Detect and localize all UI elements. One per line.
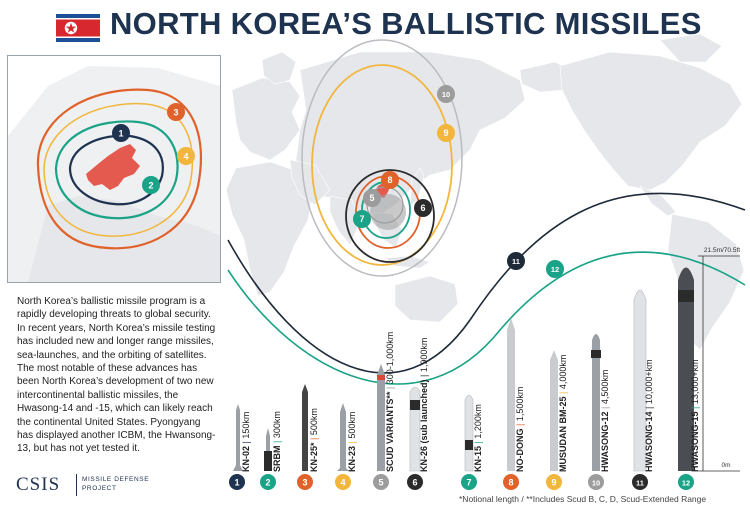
project-line-1: MISSILE DEFENSE <box>82 476 150 483</box>
svg-text:2: 2 <box>148 181 153 191</box>
missile-badges: 1 2 3 4 5 6 7 8 9 10 11 12 <box>229 474 694 490</box>
korea-inset-map: 1 2 3 4 <box>7 55 221 283</box>
north-korea-flag <box>56 14 100 42</box>
missile-label: KN-26 (sub launched) | 1,900km <box>419 338 429 472</box>
map-badge-label: 6 <box>420 203 425 213</box>
missile-label: KN-02 | 150km <box>241 412 251 472</box>
missile-label: KN-25* | 500km <box>309 408 319 472</box>
map-badge-label: 7 <box>359 214 364 224</box>
missile-badge-number: 10 <box>592 478 600 487</box>
map-badge-label: 9 <box>443 128 448 138</box>
map-badge-label: 11 <box>512 257 520 266</box>
missile-label: HWASONG-12 | 4,500km <box>600 370 610 472</box>
missile-badge-number: 5 <box>378 477 383 487</box>
missile-badge <box>588 474 604 490</box>
missile-label: MUSUDAN BM-25 | 4,000km <box>558 355 568 472</box>
north-korea-inset-shape <box>86 144 140 190</box>
missile-badge <box>503 474 519 490</box>
height-scale <box>698 255 740 472</box>
csis-project-name: MISSILE DEFENSE PROJECT <box>82 475 149 493</box>
missile-badge-number: 4 <box>340 477 345 487</box>
missile-label: NO-DONG | 1,500km <box>515 387 525 472</box>
missile-label: HWASONG-15 | 13,000+km <box>690 359 700 472</box>
hwasong-14-trajectory <box>227 192 746 374</box>
missile-badge <box>260 474 276 490</box>
svg-text:1: 1 <box>118 129 123 139</box>
map-badges: 10 9 8 5 6 7 11 12 <box>353 85 564 278</box>
missile-badge <box>678 474 694 490</box>
map-badge-label: 5 <box>369 193 374 203</box>
footnote: *Notional length / **Includes Scud B, C,… <box>459 494 707 504</box>
missile-labels: KN-02 | 150km SRBM | 300km KN-25* | 500km K… <box>241 332 700 472</box>
missile-badge <box>297 474 313 490</box>
svg-text:3: 3 <box>173 108 178 118</box>
missile-label: SRBM | 300km <box>272 411 282 472</box>
missile-badge <box>407 474 423 490</box>
missile-label: KN-23 | 500km <box>347 412 357 472</box>
logo-divider <box>76 474 77 496</box>
missile-badge-number: 12 <box>682 478 690 487</box>
missile-badge-number: 2 <box>265 477 270 487</box>
svg-text:4: 4 <box>183 152 188 162</box>
map-badge-label: 8 <box>387 175 392 185</box>
project-line-2: PROJECT <box>82 485 117 492</box>
missile-badge-number: 6 <box>412 477 417 487</box>
missile-badge <box>632 474 648 490</box>
missile-badge-number: 9 <box>551 477 556 487</box>
missile-badge-number: 8 <box>508 477 513 487</box>
missile-badge-number: 1 <box>234 477 239 487</box>
missile-badge <box>461 474 477 490</box>
missile-label: KN-15 | 1,200km <box>473 404 483 472</box>
missile-badge <box>546 474 562 490</box>
missile-silhouettes <box>233 267 694 472</box>
missile-badge <box>229 474 245 490</box>
page-title: NORTH KOREA’S BALLISTIC MISSILES <box>110 6 702 41</box>
intro-paragraph: North Korea’s ballistic missile program … <box>17 296 216 455</box>
scale-top-label: 21.5m/70.5ft <box>704 247 740 254</box>
scale-bottom-label: 0m <box>721 462 730 469</box>
missile-badge <box>335 474 351 490</box>
missile-label: SCUD VARIANTS** | 300-1,000km <box>385 332 395 472</box>
missile-label: HWASONG-14 | 10,000+km <box>644 359 654 472</box>
world-map <box>225 33 745 351</box>
missile-badge <box>373 474 389 490</box>
missile-badge-number: 3 <box>302 477 307 487</box>
hwasong-15-trajectory <box>227 251 746 385</box>
csis-logo: CSIS <box>16 474 61 495</box>
map-badge-label: 12 <box>551 265 559 274</box>
missile-badge-number: 7 <box>466 477 471 487</box>
missile-badge-number: 11 <box>636 478 644 487</box>
map-badge-label: 10 <box>442 90 450 99</box>
